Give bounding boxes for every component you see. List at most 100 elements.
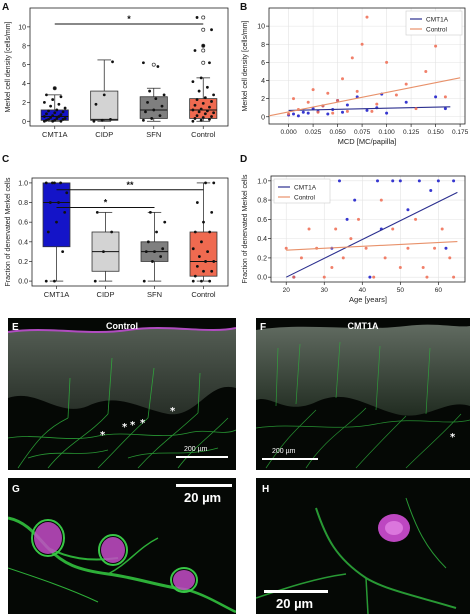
panel-label-h: H bbox=[262, 484, 270, 495]
point-cmt1a bbox=[345, 217, 349, 221]
data-point bbox=[195, 16, 199, 19]
point-control bbox=[434, 44, 438, 48]
data-point bbox=[55, 117, 59, 120]
data-point bbox=[212, 93, 215, 97]
data-point bbox=[203, 112, 207, 116]
data-point bbox=[61, 110, 65, 114]
plot-frame bbox=[268, 7, 466, 125]
y-axis-label: Fraction of denervated Merkel cells bbox=[5, 177, 12, 286]
point-control bbox=[350, 56, 354, 60]
micrograph-e-image bbox=[8, 327, 236, 469]
point-control bbox=[355, 89, 359, 93]
data-point bbox=[48, 201, 52, 204]
point-cmt1a bbox=[398, 179, 402, 183]
chart-a-merkel-density-box: 0 2 4 6 8 10 Merkel cell density [cells/mm] CMT… bbox=[5, 7, 229, 139]
data-point bbox=[152, 108, 156, 112]
data-point bbox=[142, 118, 145, 122]
outlier-point bbox=[201, 48, 206, 53]
x-axis-label: MCD [MC/papilla] bbox=[338, 137, 397, 146]
point-control bbox=[326, 91, 330, 95]
data-point bbox=[191, 80, 195, 84]
chart-d-denervated-vs-age-scatter: 0.0 0.2 0.4 0.6 0.8 1.0 20 30 40 50 60 Fraction of … bbox=[242, 174, 466, 304]
y-tick-label: 1.0 bbox=[257, 178, 267, 185]
data-point bbox=[195, 114, 199, 118]
micrograph-e-title: Control bbox=[106, 321, 138, 331]
data-point bbox=[151, 260, 154, 263]
point-cmt1a bbox=[406, 208, 410, 212]
data-point bbox=[44, 181, 48, 185]
point-cmt1a bbox=[337, 179, 341, 183]
point-control bbox=[322, 275, 326, 279]
point-control bbox=[336, 98, 340, 102]
data-point bbox=[208, 61, 211, 65]
data-point bbox=[47, 109, 50, 113]
micrograph-h: H 20 µm bbox=[256, 478, 470, 614]
data-point bbox=[198, 255, 201, 258]
data-point bbox=[57, 201, 60, 204]
data-point bbox=[191, 279, 195, 283]
data-point bbox=[153, 250, 156, 254]
x-tick-label: Control bbox=[191, 130, 216, 139]
data-point bbox=[193, 117, 197, 120]
point-cmt1a bbox=[429, 188, 433, 192]
fit-line-control bbox=[286, 240, 458, 251]
plot-frame bbox=[270, 175, 466, 283]
significance-label: ** bbox=[126, 180, 134, 190]
point-control bbox=[372, 275, 376, 279]
point-control bbox=[356, 217, 360, 221]
scale-bar-label: 20 µm bbox=[276, 596, 314, 611]
scale-bar-label: 200 µm bbox=[272, 448, 296, 455]
data-point bbox=[156, 65, 160, 68]
point-cmt1a bbox=[355, 95, 359, 99]
data-point bbox=[208, 230, 212, 234]
point-cmt1a bbox=[434, 95, 438, 99]
point-control bbox=[360, 42, 364, 46]
y-tick-label: 2 bbox=[261, 96, 265, 103]
point-control bbox=[394, 93, 398, 97]
y-tick-label: 1.0 bbox=[18, 180, 28, 187]
data-point bbox=[191, 119, 195, 123]
point-cmt1a bbox=[326, 112, 330, 116]
point-cmt1a bbox=[368, 275, 372, 279]
point-control bbox=[341, 256, 345, 260]
data-point bbox=[148, 89, 152, 93]
y-tick-label: 0.0 bbox=[257, 275, 267, 282]
data-point bbox=[212, 260, 216, 263]
micrograph-h-image bbox=[256, 497, 457, 614]
point-cmt1a bbox=[444, 246, 448, 250]
data-point bbox=[195, 264, 199, 268]
data-point bbox=[155, 230, 158, 234]
data-point bbox=[201, 116, 205, 119]
data-point bbox=[109, 117, 112, 121]
data-point bbox=[150, 117, 154, 120]
point-control bbox=[443, 95, 447, 99]
box-sfn bbox=[139, 96, 168, 119]
point-control bbox=[287, 112, 291, 116]
merkel-cell-marker: * bbox=[140, 418, 146, 429]
data-point bbox=[144, 110, 147, 114]
y-tick-label: 4 bbox=[22, 81, 26, 88]
data-point bbox=[49, 116, 53, 119]
panel-label-c: C bbox=[2, 154, 10, 165]
y-tick-label: 0.6 bbox=[257, 217, 267, 224]
data-point bbox=[212, 111, 215, 115]
data-point bbox=[210, 210, 214, 214]
data-point bbox=[46, 230, 50, 234]
x-tick-label: Control bbox=[191, 290, 216, 299]
data-point bbox=[195, 98, 199, 101]
point-control bbox=[452, 275, 456, 279]
data-point bbox=[193, 49, 197, 52]
data-point bbox=[49, 104, 53, 108]
point-control bbox=[383, 256, 387, 260]
data-point bbox=[59, 119, 63, 123]
data-point bbox=[102, 93, 106, 97]
x-tick-label: 20 bbox=[283, 287, 291, 294]
y-tick-label: 8 bbox=[22, 43, 26, 50]
x-tick-label: CIDP bbox=[95, 130, 113, 139]
x-tick-label: CIDP bbox=[97, 290, 115, 299]
data-point bbox=[102, 250, 105, 254]
data-point bbox=[191, 108, 195, 112]
data-point bbox=[202, 269, 205, 273]
data-point bbox=[210, 28, 213, 32]
data-point bbox=[200, 240, 203, 244]
